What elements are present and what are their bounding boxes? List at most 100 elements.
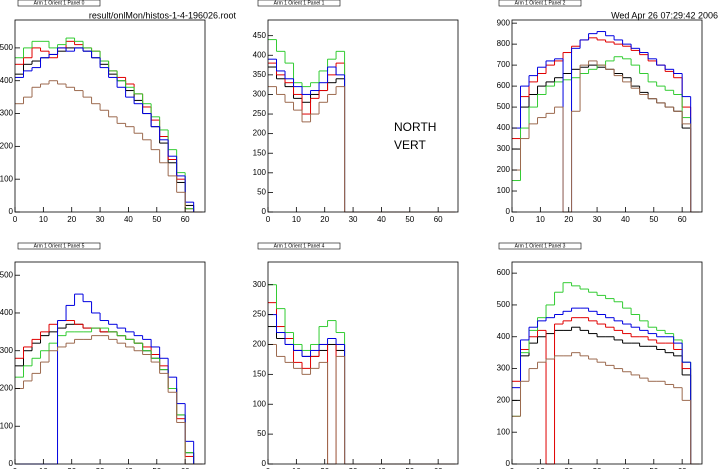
pad-title-box <box>498 0 582 7</box>
annotation: NORTH <box>394 120 436 134</box>
x-tick-label: 30 <box>593 215 602 224</box>
x-tick-label: 30 <box>96 467 105 469</box>
y-tick-label: 300 <box>497 144 511 153</box>
y-tick-label: 250 <box>253 109 267 118</box>
x-tick-label: 0 <box>13 467 18 469</box>
x-tick-label: 60 <box>678 467 687 469</box>
x-tick-label: 0 <box>266 215 271 224</box>
pad-title-box <box>17 242 101 250</box>
y-tick-label: 150 <box>253 148 267 157</box>
x-tick-label: 0 <box>13 215 18 224</box>
y-tick-label: 200 <box>497 165 511 174</box>
x-tick-label: 10 <box>292 467 301 469</box>
y-tick-label: 500 <box>497 300 511 309</box>
x-tick-label: 30 <box>349 215 358 224</box>
pad-title: Arm 1 Orient 1 Panel 2 <box>515 0 566 6</box>
x-tick-label: 50 <box>152 467 161 469</box>
y-tick-label: 600 <box>497 81 511 90</box>
y-tick-label: 400 <box>497 332 511 341</box>
y-tick-label: 500 <box>497 102 511 111</box>
x-tick-label: 0 <box>510 467 515 469</box>
pad-title: Arm 1 Orient 1 Panel 4 <box>274 243 325 249</box>
x-tick-label: 50 <box>649 215 658 224</box>
y-tick-label: 200 <box>497 395 511 404</box>
step-connector <box>276 39 346 212</box>
y-tick-label: 450 <box>253 31 267 40</box>
y-tick-label: 300 <box>253 90 267 99</box>
step-connector <box>276 314 346 464</box>
annotation: VERT <box>394 138 426 152</box>
y-tick-label: 0 <box>262 207 267 216</box>
x-tick-label: 0 <box>266 467 271 469</box>
plot-frame <box>511 261 703 465</box>
y-tick-label: 400 <box>253 50 267 59</box>
pad-title-box <box>17 0 101 7</box>
x-tick-label: 20 <box>67 215 76 224</box>
y-tick-label: 400 <box>497 123 511 132</box>
pad-title: Arm 1 Orient 1 Panel 1 <box>274 0 325 6</box>
x-tick-label: 20 <box>564 467 573 469</box>
y-tick-label: 100 <box>253 399 267 408</box>
plot-frame <box>14 19 206 213</box>
x-tick-label: 60 <box>434 467 443 469</box>
step-connector <box>23 47 195 212</box>
x-tick-label: 10 <box>292 215 301 224</box>
x-tick-label: 10 <box>536 467 545 469</box>
y-tick-label: 300 <box>0 109 14 118</box>
pad-title-box <box>498 242 582 250</box>
x-tick-label: 10 <box>536 215 545 224</box>
y-tick-label: 200 <box>0 141 14 150</box>
pad-title-box <box>257 0 341 7</box>
x-tick-label: 10 <box>39 467 48 469</box>
x-tick-label: 20 <box>564 215 573 224</box>
x-tick-label: 60 <box>678 215 687 224</box>
x-tick-label: 40 <box>621 215 630 224</box>
y-tick-label: 250 <box>253 310 267 319</box>
y-tick-label: 0 <box>9 207 14 216</box>
step-connector <box>276 284 346 464</box>
x-tick-label: 40 <box>124 467 133 469</box>
x-tick-label: 40 <box>124 215 133 224</box>
x-tick-label: 40 <box>377 215 386 224</box>
y-tick-label: 400 <box>0 308 14 317</box>
step-connector <box>23 80 186 212</box>
plot-frame <box>511 19 703 213</box>
x-tick-label: 20 <box>320 467 329 469</box>
x-tick-label: 50 <box>405 467 414 469</box>
pad-title: Arm 1 Orient 1 Panel 3 <box>515 243 566 249</box>
x-tick-label: 50 <box>649 467 658 469</box>
x-tick-label: 50 <box>152 215 161 224</box>
pad-title: Arm 1 Orient 1 Panel 0 <box>34 0 85 6</box>
y-tick-label: 50 <box>257 429 266 438</box>
y-tick-label: 500 <box>0 43 14 52</box>
y-tick-label: 200 <box>0 384 14 393</box>
y-tick-label: 100 <box>0 174 14 183</box>
y-tick-label: 100 <box>0 421 14 430</box>
plot-frame <box>267 261 459 465</box>
plot-frame <box>14 261 206 465</box>
plot-frame <box>267 19 459 213</box>
x-tick-label: 30 <box>96 215 105 224</box>
pad-subtitle: result/onlMon/histos-1-4-196026.root <box>89 10 237 20</box>
x-tick-label: 20 <box>67 467 76 469</box>
y-tick-label: 200 <box>253 129 267 138</box>
y-tick-label: 0 <box>506 207 511 216</box>
x-tick-label: 60 <box>181 467 190 469</box>
x-tick-label: 60 <box>181 215 190 224</box>
step-connector <box>57 294 195 464</box>
y-tick-label: 100 <box>497 186 511 195</box>
y-tick-label: 300 <box>253 280 267 289</box>
y-tick-label: 0 <box>9 459 14 468</box>
step-connector <box>276 344 346 464</box>
y-tick-label: 100 <box>497 427 511 436</box>
y-tick-label: 600 <box>497 268 511 277</box>
y-tick-label: 50 <box>257 188 266 197</box>
x-tick-label: 40 <box>377 467 386 469</box>
y-tick-label: 350 <box>253 70 267 79</box>
step-connector <box>520 31 692 212</box>
pad-subtitle: Wed Apr 26 07:29:42 2006 <box>611 10 718 20</box>
y-tick-label: 200 <box>253 340 267 349</box>
x-tick-label: 0 <box>510 215 515 224</box>
